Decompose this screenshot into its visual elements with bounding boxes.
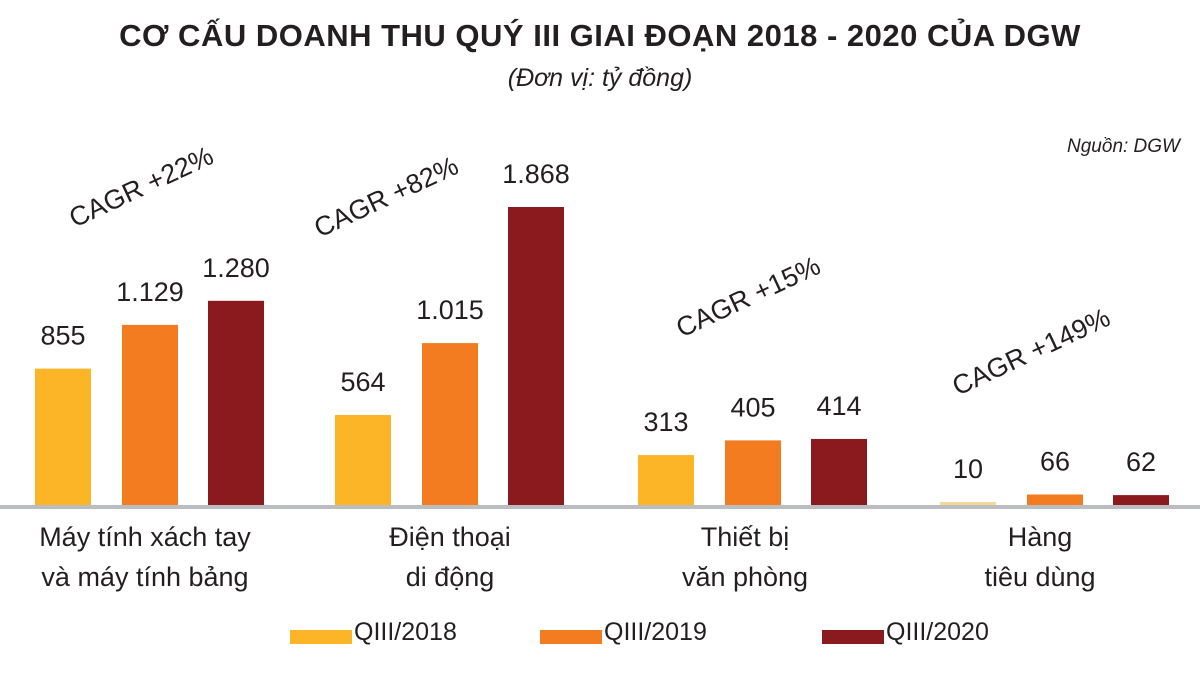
bar	[1113, 495, 1169, 505]
data-label: 1.280	[202, 253, 270, 283]
legend-item-2020: QIII/2020	[822, 618, 989, 647]
data-label: 1.015	[416, 295, 484, 325]
data-label: 313	[643, 407, 688, 437]
category-label: Điện thoại	[389, 522, 511, 552]
legend-label: QIII/2018	[354, 618, 457, 646]
legend-swatch	[822, 629, 884, 644]
data-label: 10	[953, 454, 983, 484]
legend-swatch	[290, 629, 352, 644]
bar	[35, 368, 91, 505]
legend-item-2019: QIII/2019	[540, 618, 707, 647]
data-label: 62	[1126, 447, 1156, 477]
bar	[725, 440, 781, 505]
cagr-annotation: CAGR +82%	[309, 150, 462, 243]
bar	[208, 300, 264, 505]
category-label: Máy tính xách tay	[39, 522, 251, 552]
bar	[335, 415, 391, 505]
cagr-annotation: CAGR +15%	[671, 250, 824, 343]
data-label: 564	[340, 367, 385, 397]
category-label: di động	[406, 562, 495, 592]
legend: QIII/2018 QIII/2019 QIII/2020	[0, 618, 1200, 654]
bar	[940, 502, 996, 505]
legend-swatch	[540, 629, 602, 644]
category-label: Hàng	[1008, 522, 1073, 552]
data-label: 414	[816, 391, 861, 421]
cagr-annotation: CAGR +149%	[948, 302, 1115, 401]
bar	[638, 455, 694, 505]
bar	[508, 207, 564, 505]
data-label: 1.129	[116, 277, 184, 307]
bar	[1027, 494, 1083, 505]
bar	[422, 343, 478, 505]
data-label: 405	[730, 392, 775, 422]
legend-label: QIII/2020	[886, 618, 989, 646]
data-label: 66	[1040, 446, 1070, 476]
chart-subtitle: (Đơn vị: tỷ đồng)	[507, 64, 693, 92]
bar	[811, 438, 867, 505]
data-label: 1.868	[502, 159, 570, 189]
bar	[122, 324, 178, 505]
legend-label: QIII/2019	[604, 618, 707, 646]
chart-source: Nguồn: DGW	[1067, 136, 1180, 157]
category-label: tiêu dùng	[984, 562, 1095, 592]
category-label: Thiết bị	[701, 522, 790, 552]
category-label: văn phòng	[682, 562, 808, 592]
category-label: và máy tính bảng	[41, 562, 248, 592]
cagr-annotation: CAGR +22%	[64, 140, 217, 233]
chart-title: CƠ CẤU DOANH THU QUÝ III GIAI ĐOẠN 2018 …	[119, 18, 1081, 53]
data-label: 855	[40, 321, 85, 351]
legend-item-2018: QIII/2018	[290, 618, 457, 647]
